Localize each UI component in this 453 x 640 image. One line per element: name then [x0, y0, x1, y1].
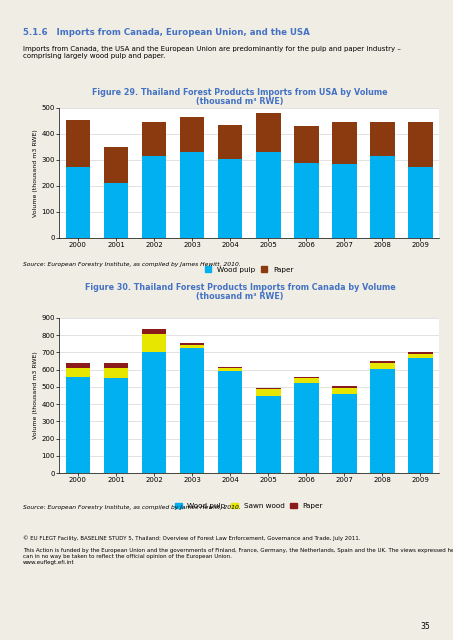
Text: 35: 35 [420, 622, 430, 631]
Bar [408, 358, 433, 473]
Bar [294, 163, 318, 238]
Bar [294, 126, 318, 163]
Bar [332, 394, 357, 473]
Bar [66, 166, 90, 238]
Bar [332, 122, 357, 164]
Bar [218, 367, 242, 368]
Bar [218, 371, 242, 473]
Bar [256, 388, 280, 390]
Bar [218, 125, 242, 159]
Bar [332, 386, 357, 388]
Bar [142, 156, 166, 238]
Bar [294, 376, 318, 378]
Bar [370, 361, 395, 363]
Bar [408, 166, 433, 238]
Text: (thousand m³ RWE): (thousand m³ RWE) [196, 292, 284, 301]
Legend: Wood pulp, Sawn wood, Paper: Wood pulp, Sawn wood, Paper [173, 501, 325, 511]
Bar [294, 378, 318, 383]
Bar [66, 378, 90, 473]
Bar [408, 354, 433, 358]
Text: © EU FLEGT Facility, BASELINE STUDY 5, Thailand: Overview of Forest Law Enforcem: © EU FLEGT Facility, BASELINE STUDY 5, T… [23, 535, 360, 541]
Text: Imports from Canada, the USA and the European Union are predominantly for the pu: Imports from Canada, the USA and the Eur… [23, 46, 400, 59]
Bar [142, 353, 166, 473]
Bar [294, 383, 318, 473]
Bar [142, 122, 166, 156]
Bar [332, 164, 357, 238]
Bar [218, 368, 242, 371]
Bar [180, 152, 204, 238]
Bar [256, 396, 280, 473]
Bar [370, 122, 395, 156]
Text: Source: European Forestry Institute, as compiled by James Hewitt, 2010.: Source: European Forestry Institute, as … [23, 505, 241, 510]
Bar [180, 343, 204, 345]
Bar [370, 369, 395, 473]
Text: Figure 30. Thailand Forest Products Imports from Canada by Volume: Figure 30. Thailand Forest Products Impo… [85, 283, 395, 292]
Bar [104, 147, 128, 184]
Bar [142, 333, 166, 353]
Bar [66, 120, 90, 166]
Bar [370, 363, 395, 369]
Bar [408, 122, 433, 166]
Bar [66, 368, 90, 378]
Bar [104, 368, 128, 378]
Bar [104, 363, 128, 368]
Y-axis label: Volume (thousand m3 RWE): Volume (thousand m3 RWE) [34, 129, 39, 217]
Legend: Wood pulp, Paper: Wood pulp, Paper [203, 265, 295, 274]
Bar [332, 388, 357, 394]
Bar [66, 363, 90, 368]
Text: Figure 29. Thailand Forest Products Imports from USA by Volume: Figure 29. Thailand Forest Products Impo… [92, 88, 388, 97]
Text: 5.1.6   Imports from Canada, European Union, and the USA: 5.1.6 Imports from Canada, European Unio… [23, 28, 309, 37]
Y-axis label: Volume (thousand m3 RWE): Volume (thousand m3 RWE) [34, 351, 39, 440]
Bar [104, 378, 128, 473]
Bar [218, 159, 242, 238]
Text: (thousand m³ RWE): (thousand m³ RWE) [196, 97, 284, 106]
Bar [104, 184, 128, 238]
Bar [142, 329, 166, 333]
Bar [180, 345, 204, 348]
Text: Source: European Forestry Institute, as compiled by James Hewitt, 2010.: Source: European Forestry Institute, as … [23, 262, 241, 267]
Bar [256, 152, 280, 238]
Text: This Action is funded by the European Union and the governments of Finland, Fran: This Action is funded by the European Un… [23, 548, 453, 564]
Bar [180, 348, 204, 473]
Bar [408, 351, 433, 354]
Bar [370, 156, 395, 238]
Bar [256, 390, 280, 396]
Bar [256, 113, 280, 152]
Bar [180, 117, 204, 152]
